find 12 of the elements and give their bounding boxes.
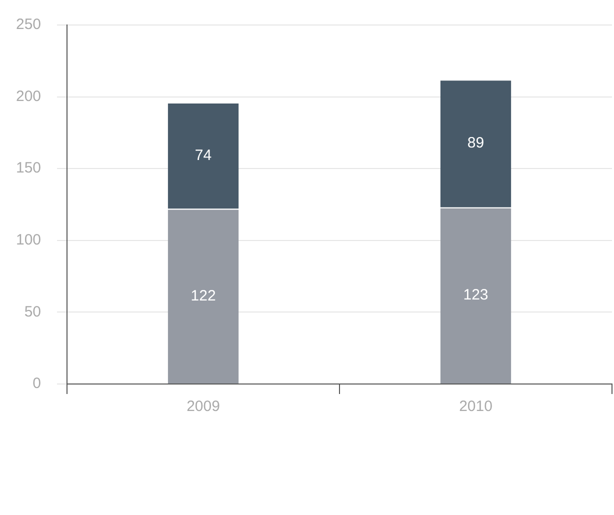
y-tick-label: 250: [16, 16, 42, 34]
data-label: 123: [463, 286, 488, 304]
y-tick-label: 100: [16, 232, 42, 249]
y-tick-label: 50: [24, 303, 42, 320]
y-tick-label: 150: [16, 160, 42, 177]
data-label: 122: [190, 287, 216, 304]
data-label: 74: [194, 146, 212, 164]
data-label: 89: [467, 134, 484, 152]
x-tick-label: 2009: [186, 398, 220, 416]
y-tick-label: 0: [32, 375, 42, 392]
y-tick-label: 200: [16, 88, 42, 105]
x-tick-label: 2010: [459, 398, 492, 416]
